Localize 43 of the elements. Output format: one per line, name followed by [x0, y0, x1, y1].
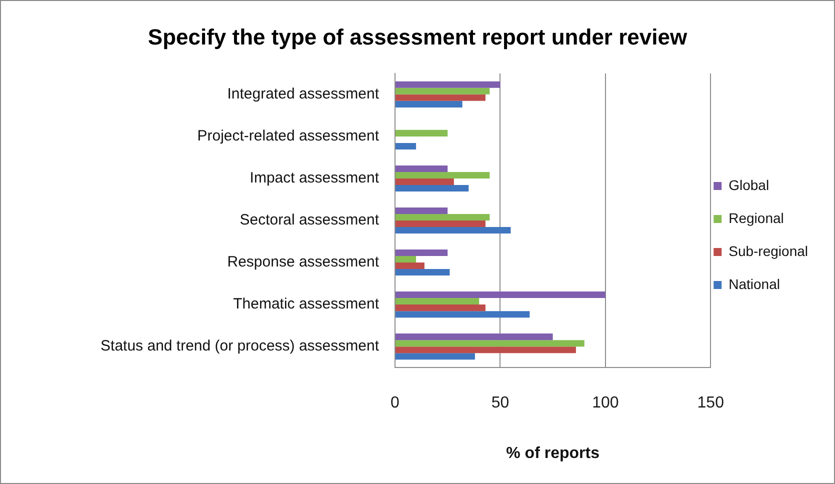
bar — [396, 165, 448, 172]
bar — [396, 220, 486, 228]
bar — [396, 346, 576, 354]
y-tick-label: Impact assessment — [250, 170, 380, 187]
legend-label: National — [728, 276, 780, 292]
bar — [396, 292, 606, 298]
bar — [396, 172, 490, 178]
y-tick-label: Integrated assessment — [227, 86, 380, 103]
x-tick-label: 0 — [390, 394, 400, 412]
bar — [396, 88, 490, 94]
bar — [396, 178, 454, 185]
bar — [396, 94, 486, 101]
bar — [396, 250, 448, 256]
x-tick-label: 100 — [592, 394, 619, 412]
y-tick-label: Thematic assessment — [233, 296, 380, 313]
bar — [396, 340, 584, 347]
bar — [396, 298, 480, 305]
legend-label: Regional — [728, 210, 784, 226]
x-tick-label: 50 — [491, 394, 510, 412]
bar — [396, 269, 450, 276]
bar — [396, 214, 490, 220]
bar — [396, 81, 500, 88]
bar — [396, 256, 416, 263]
y-tick-label: Response assessment — [227, 254, 380, 271]
bar — [396, 130, 448, 136]
x-axis-title: % of reports — [506, 444, 600, 462]
bar — [396, 304, 486, 312]
chart-title: Specify the type of assessment report under review — [148, 24, 688, 50]
y-tick-label: Sectoral assessment — [240, 212, 380, 229]
x-tick-label: 150 — [697, 394, 724, 412]
bar — [396, 334, 553, 340]
legend-label: Sub-regional — [728, 242, 808, 259]
y-tick-label: Project-related assessment — [197, 128, 380, 145]
bar — [396, 311, 530, 318]
bar — [396, 227, 511, 234]
bar — [396, 207, 448, 214]
bar — [396, 262, 424, 270]
legend-label: Global — [728, 176, 770, 193]
y-tick-label: Status and trend (or process) assessment — [100, 338, 380, 355]
bar — [396, 353, 475, 360]
bar — [396, 184, 469, 192]
bar — [396, 100, 462, 108]
bar — [396, 142, 416, 150]
